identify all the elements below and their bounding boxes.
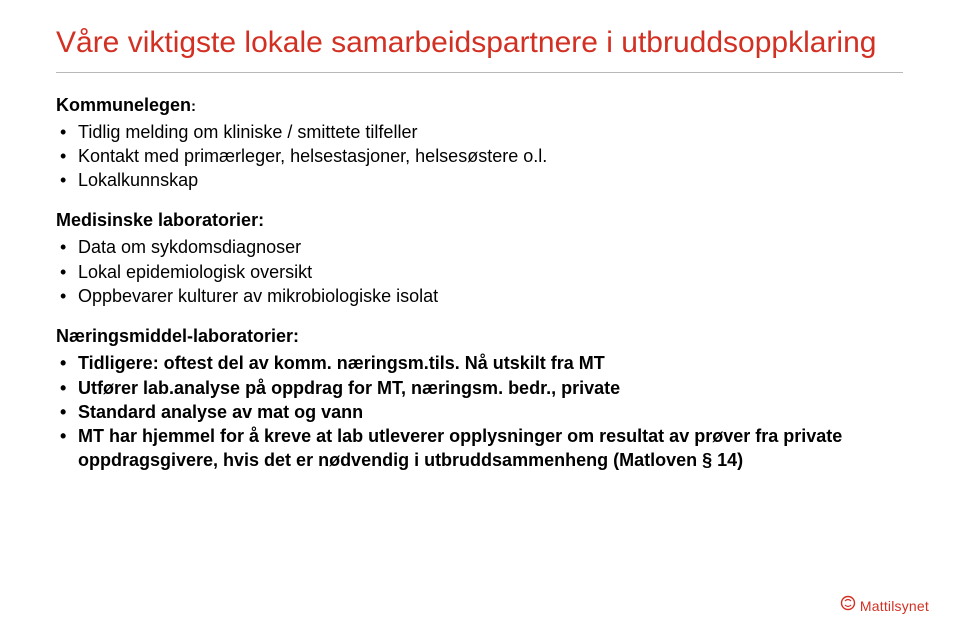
section-3-list: Tidligere: oftest del av komm. næringsm.… xyxy=(56,351,903,472)
section-1: Kommunelegen: Tidlig melding om kliniske… xyxy=(56,95,903,193)
slide-title: Våre viktigste lokale samarbeidspartnere… xyxy=(56,24,903,62)
list-item: MT har hjemmel for å kreve at lab utleve… xyxy=(56,424,903,473)
list-item: Standard analyse av mat og vann xyxy=(56,400,903,424)
section-heading-1-text: Kommunelegen xyxy=(56,95,191,115)
brand-logo: Mattilsynet xyxy=(840,595,929,616)
list-item: Tidlig melding om kliniske / smittete ti… xyxy=(56,120,903,144)
section-heading-1: Kommunelegen: xyxy=(56,95,903,116)
section-heading-3: Næringsmiddel-laboratorier: xyxy=(56,326,903,347)
title-divider xyxy=(56,72,903,73)
list-item: Lokalkunnskap xyxy=(56,168,903,192)
list-item: Data om sykdomsdiagnoser xyxy=(56,235,903,259)
list-item: Lokal epidemiologisk oversikt xyxy=(56,260,903,284)
section-3: Næringsmiddel-laboratorier: Tidligere: o… xyxy=(56,326,903,472)
section-1-list: Tidlig melding om kliniske / smittete ti… xyxy=(56,120,903,193)
section-2: Medisinske laboratorier: Data om sykdoms… xyxy=(56,210,903,308)
list-item: Kontakt med primærleger, helsestasjoner,… xyxy=(56,144,903,168)
list-item: Utfører lab.analyse på oppdrag for MT, n… xyxy=(56,376,903,400)
brand-logo-icon xyxy=(840,595,856,616)
section-heading-1-suffix: : xyxy=(191,98,196,115)
list-item: Tidligere: oftest del av komm. næringsm.… xyxy=(56,351,903,375)
brand-logo-text: Mattilsynet xyxy=(860,598,929,614)
list-item: Oppbevarer kulturer av mikrobiologiske i… xyxy=(56,284,903,308)
section-2-list: Data om sykdomsdiagnoser Lokal epidemiol… xyxy=(56,235,903,308)
section-heading-2: Medisinske laboratorier: xyxy=(56,210,903,231)
